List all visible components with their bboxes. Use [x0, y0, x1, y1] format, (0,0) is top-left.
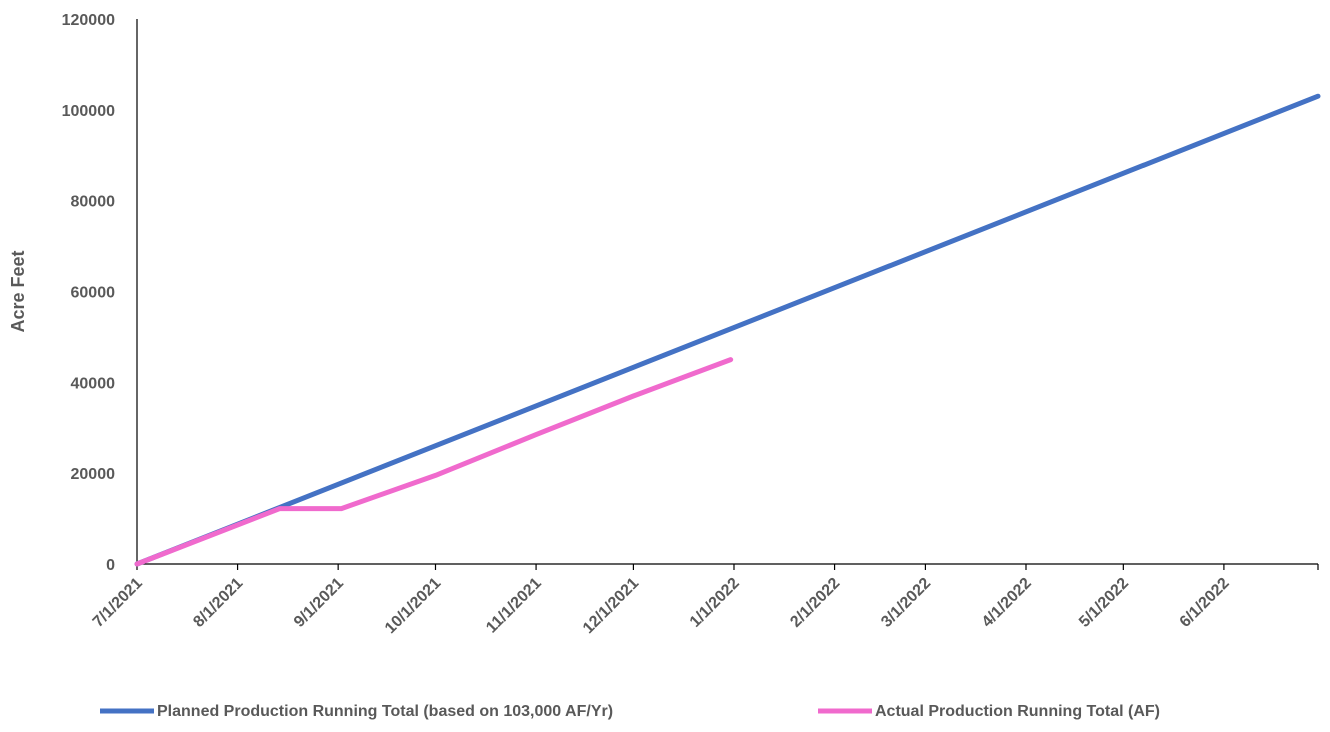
series-layer: [134, 93, 1321, 567]
x-tick-label: 3/1/2022: [878, 575, 934, 631]
x-tick-label: 4/1/2022: [979, 575, 1035, 631]
x-tick-label: 6/1/2022: [1177, 575, 1233, 631]
x-axis-ticks: 7/1/2021 8/1/2021 9/1/2021 10/1/2021 11/1/20…: [90, 564, 1319, 637]
x-tick-label: 5/1/2022: [1076, 575, 1132, 631]
y-tick-label: 100000: [62, 103, 115, 120]
x-tick-label: 11/1/2021: [483, 575, 545, 637]
series-line-actual: [134, 357, 734, 567]
y-axis-title: Acre Feet: [8, 250, 28, 332]
x-tick-label: 7/1/2021: [90, 575, 146, 631]
y-tick-label: 40000: [71, 375, 116, 392]
x-tick-label: 9/1/2021: [291, 575, 347, 631]
series-line-planned: [134, 93, 1321, 567]
y-tick-label: 80000: [71, 194, 116, 211]
x-tick-label: 2/1/2022: [787, 575, 843, 631]
y-tick-label: 20000: [71, 466, 116, 483]
y-tick-label: 60000: [71, 285, 116, 302]
x-tick-label: 1/1/2022: [687, 575, 743, 631]
x-tick-label: 12/1/2021: [580, 575, 642, 637]
y-tick-label: 120000: [62, 12, 115, 29]
legend-label-actual: Actual Production Running Total (AF): [875, 703, 1160, 720]
y-axis-ticks: 0 20000 40000 60000 80000 100000 120000: [62, 12, 115, 574]
legend: Planned Production Running Total (based …: [100, 703, 1160, 720]
x-tick-label: 10/1/2021: [382, 575, 444, 637]
legend-label-planned: Planned Production Running Total (based …: [157, 703, 613, 720]
x-tick-label: 8/1/2021: [190, 575, 246, 631]
y-tick-label: 0: [106, 557, 115, 574]
